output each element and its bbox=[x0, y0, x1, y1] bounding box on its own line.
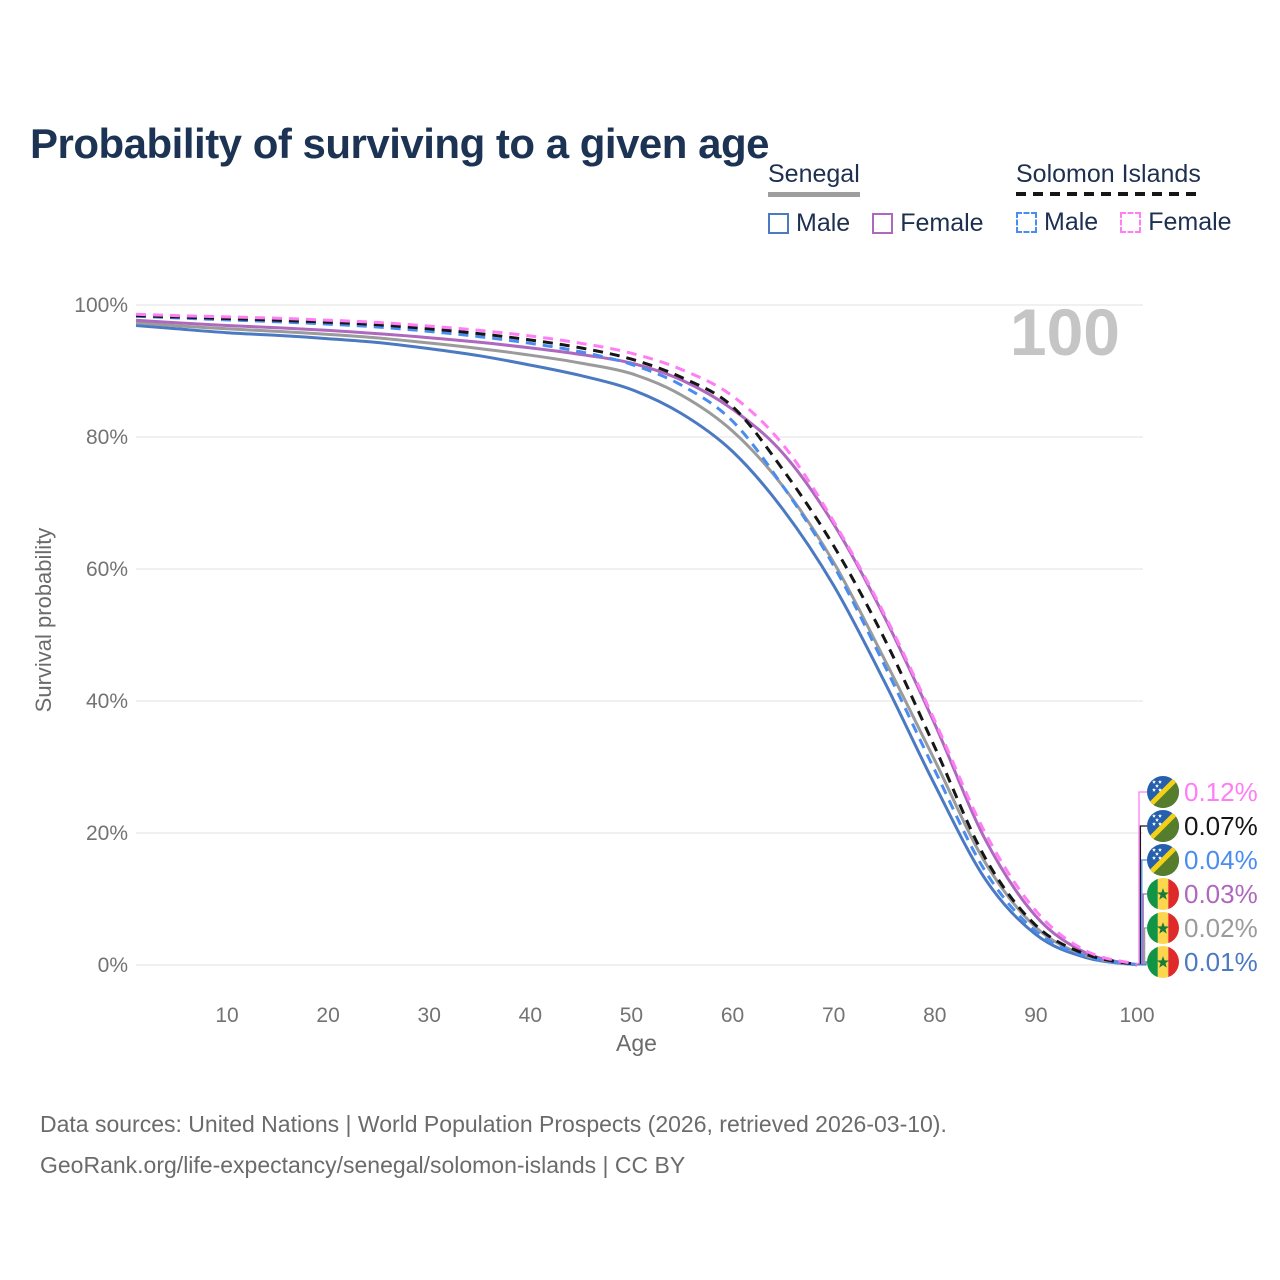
legend-label-solomon-islands-male: Male bbox=[1044, 208, 1099, 236]
legend-country-solomon-islands[interactable]: Solomon Islands bbox=[1016, 160, 1201, 196]
footer: Data sources: United Nations | World Pop… bbox=[40, 1104, 947, 1186]
footer-source-line: Data sources: United Nations | World Pop… bbox=[40, 1111, 947, 1137]
legend-item-solomon-islands-female[interactable]: Female bbox=[1120, 208, 1232, 237]
x-axis-title: Age bbox=[616, 1030, 657, 1056]
legend-country-senegal-label: Senegal bbox=[768, 160, 860, 188]
end-label-connector bbox=[1137, 961, 1147, 966]
solomon-islands-female-swatch bbox=[1120, 212, 1142, 233]
x-tick-90: 90 bbox=[1024, 1004, 1047, 1027]
solomon-islands-male-swatch bbox=[1016, 212, 1037, 233]
end-label-senegal-male[interactable]: 0.01% bbox=[1137, 946, 1258, 978]
solomon-islands-both-line-swatch bbox=[1016, 192, 1201, 196]
senegal-flag-icon bbox=[1147, 946, 1179, 978]
x-tick-80: 80 bbox=[923, 1004, 946, 1027]
legend-country-senegal[interactable]: Senegal bbox=[768, 160, 860, 197]
x-tick-70: 70 bbox=[822, 1004, 845, 1027]
footer-url-line: GeoRank.org/life-expectancy/senegal/solo… bbox=[40, 1152, 686, 1178]
end-label-value: 0.12% bbox=[1184, 777, 1258, 807]
legend-label-solomon-islands-female: Female bbox=[1148, 208, 1232, 236]
solomon-islands-flag-icon bbox=[1147, 810, 1179, 842]
solomon-islands-flag-icon bbox=[1147, 776, 1179, 808]
series-line-senegal[interactable] bbox=[135, 321, 1138, 967]
series-line-solomon-islands-male[interactable] bbox=[135, 314, 1138, 967]
senegal-flag-icon bbox=[1147, 878, 1179, 910]
end-label-value: 0.04% bbox=[1184, 845, 1258, 875]
legend-item-senegal-female[interactable]: Female bbox=[872, 209, 984, 238]
end-label-solomon-islands-male[interactable]: 0.04% bbox=[1137, 844, 1258, 966]
end-label-solomon-islands[interactable]: 0.07% bbox=[1137, 810, 1258, 966]
end-label-senegal[interactable]: 0.02% bbox=[1137, 912, 1258, 966]
solomon-islands-flag-icon bbox=[1147, 844, 1179, 876]
senegal-male-swatch bbox=[768, 213, 789, 234]
y-tick-0: 0% bbox=[98, 954, 128, 977]
x-tick-100: 100 bbox=[1119, 1004, 1154, 1027]
x-tick-20: 20 bbox=[316, 1004, 339, 1027]
page-title: Probability of surviving to a given age bbox=[30, 120, 769, 168]
x-tick-40: 40 bbox=[519, 1004, 542, 1027]
y-tick-40: 40% bbox=[86, 690, 128, 713]
legend-label-senegal-male: Male bbox=[796, 209, 851, 237]
legend-label-senegal-female: Female bbox=[900, 209, 984, 237]
end-label-value: 0.03% bbox=[1184, 879, 1258, 909]
end-label-senegal-female[interactable]: 0.03% bbox=[1137, 878, 1258, 966]
y-tick-100: 100% bbox=[74, 294, 128, 317]
x-tick-30: 30 bbox=[418, 1004, 441, 1027]
series-line-solomon-islands-female[interactable] bbox=[135, 312, 1138, 966]
end-label-solomon-islands-female[interactable]: 0.12% bbox=[1137, 776, 1258, 965]
x-tick-60: 60 bbox=[721, 1004, 744, 1027]
x-tick-50: 50 bbox=[620, 1004, 643, 1027]
y-tick-60: 60% bbox=[86, 558, 128, 581]
current-age-watermark: 100 bbox=[1009, 295, 1120, 369]
y-tick-80: 80% bbox=[86, 426, 128, 449]
end-label-value: 0.01% bbox=[1184, 947, 1258, 977]
y-tick-20: 20% bbox=[86, 822, 128, 845]
series-line-solomon-islands[interactable] bbox=[135, 314, 1138, 966]
x-tick-10: 10 bbox=[215, 1004, 238, 1027]
end-label-value: 0.02% bbox=[1184, 913, 1258, 943]
legend-group-solomon-islands: Solomon Islands Male Female bbox=[1016, 160, 1232, 237]
legend-item-solomon-islands-male[interactable]: Male bbox=[1016, 208, 1098, 237]
legend-group-senegal: Senegal Male Female bbox=[768, 160, 984, 238]
series-line-senegal-female[interactable] bbox=[135, 318, 1138, 967]
legend-item-senegal-male[interactable]: Male bbox=[768, 209, 850, 238]
senegal-both-line-swatch bbox=[768, 192, 860, 197]
legend-country-solomon-islands-label: Solomon Islands bbox=[1016, 160, 1201, 188]
senegal-female-swatch bbox=[872, 213, 894, 234]
senegal-flag-icon bbox=[1147, 912, 1179, 944]
end-label-value: 0.07% bbox=[1184, 811, 1258, 841]
series-line-senegal-male[interactable] bbox=[135, 324, 1138, 967]
